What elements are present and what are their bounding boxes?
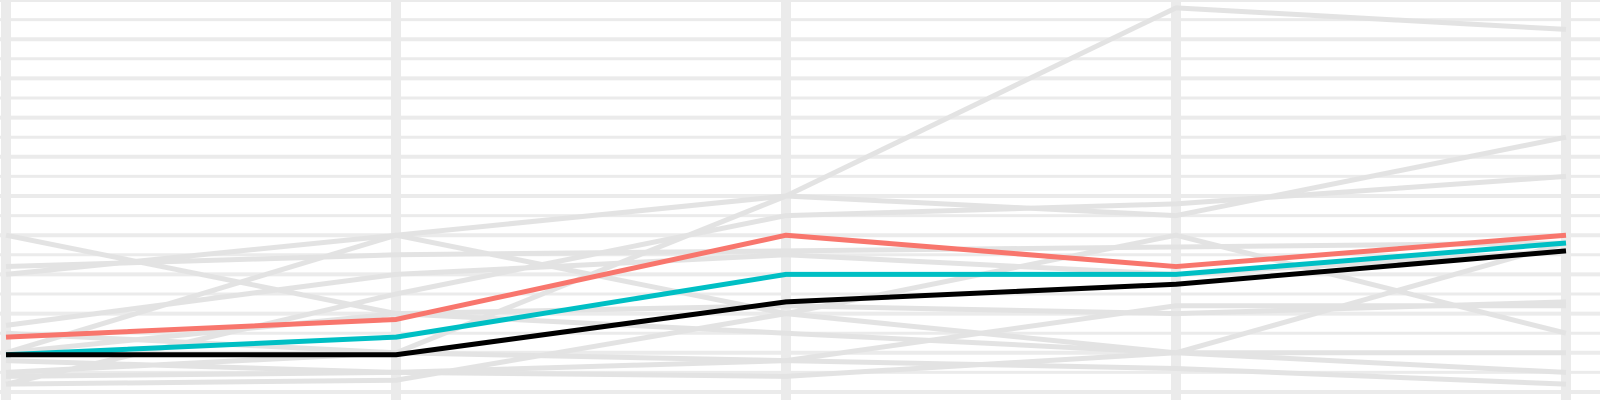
series-line bbox=[5, 232, 1567, 340]
background-series-line bbox=[5, 240, 1567, 270]
background-series-line bbox=[5, 232, 1567, 387]
background-series bbox=[5, 5, 1567, 387]
background-series-line bbox=[5, 232, 1566, 356]
series-line bbox=[6, 248, 1567, 358]
background-series-line bbox=[5, 240, 1567, 379]
highlighted-series bbox=[5, 232, 1567, 358]
background-series-line bbox=[5, 134, 1567, 375]
background-series-line bbox=[5, 303, 1566, 379]
series-line bbox=[5, 240, 1567, 358]
